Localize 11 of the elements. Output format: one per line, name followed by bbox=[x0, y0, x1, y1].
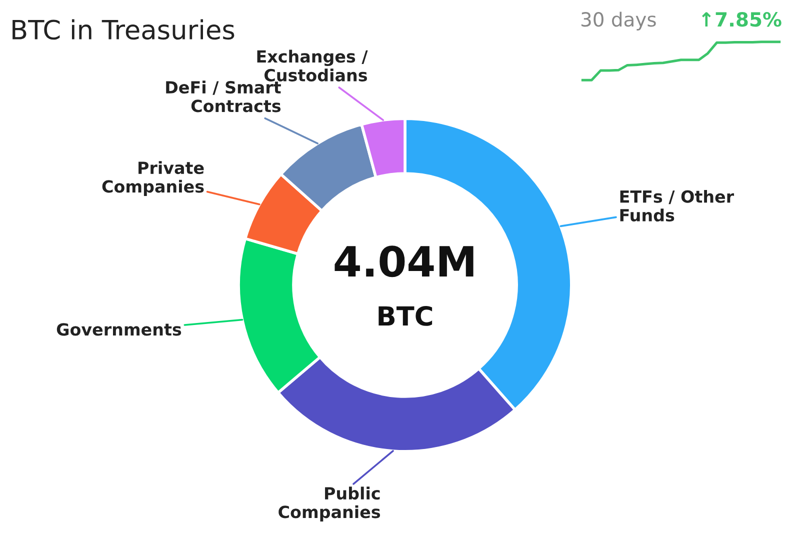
slice-label: Private Companies bbox=[102, 161, 204, 196]
text: 4.04M bbox=[334, 246, 474, 278]
text: 30 days bbox=[581, 12, 656, 31]
slice-label: Exchanges / Custodians bbox=[257, 50, 368, 82]
chart-title: BTC in Treasuries bbox=[12, 19, 234, 40]
slice-label: Governments bbox=[56, 323, 182, 336]
text: ↑7.85% bbox=[702, 12, 782, 27]
slice-label: DeFi / Smart Contracts bbox=[166, 80, 281, 112]
slice-label: ETFs / Other Funds bbox=[620, 190, 734, 222]
text: BTC bbox=[378, 306, 432, 326]
slice-label: Public Companies bbox=[278, 486, 380, 522]
